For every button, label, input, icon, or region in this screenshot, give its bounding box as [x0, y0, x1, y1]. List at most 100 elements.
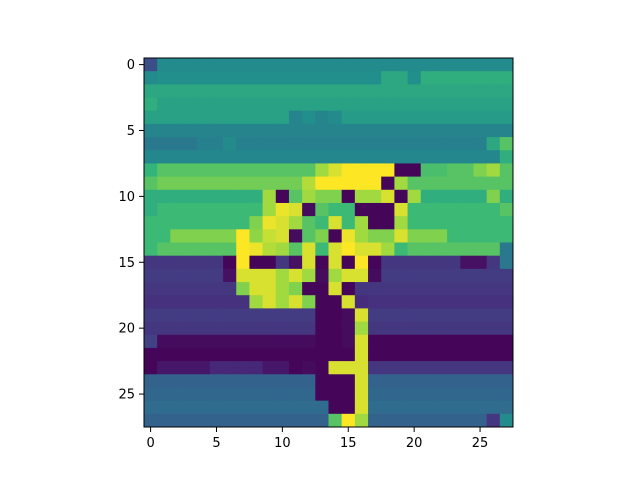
heatmap-cell: [487, 216, 501, 230]
heatmap-cell: [289, 71, 303, 85]
heatmap-cell: [381, 71, 395, 85]
heatmap-cell: [473, 163, 487, 177]
x-tick-label: 25: [472, 436, 489, 451]
heatmap-cell: [184, 98, 198, 112]
heatmap-cell: [355, 229, 369, 243]
heatmap-cell: [460, 414, 474, 428]
heatmap-cell: [184, 150, 198, 164]
heatmap-cell: [197, 203, 211, 217]
heatmap-cell: [355, 190, 369, 204]
heatmap-cell: [276, 256, 290, 270]
heatmap-cell: [394, 150, 408, 164]
heatmap-cell: [144, 150, 158, 164]
heatmap-cell: [197, 282, 211, 296]
heatmap-cell: [263, 150, 277, 164]
heatmap-cell: [302, 282, 316, 296]
heatmap-cell: [500, 322, 514, 336]
heatmap-cell: [434, 322, 448, 336]
heatmap-cell: [381, 414, 395, 428]
heatmap-cell: [421, 98, 435, 112]
heatmap-cell: [184, 124, 198, 138]
heatmap-cell: [315, 137, 329, 151]
heatmap-cell: [447, 374, 461, 388]
heatmap-cell: [184, 216, 198, 230]
heatmap-cell: [302, 401, 316, 415]
heatmap-cell: [302, 190, 316, 204]
heatmap-cell: [473, 387, 487, 401]
heatmap-cell: [500, 401, 514, 415]
heatmap-cells: [144, 58, 513, 427]
heatmap-cell: [276, 269, 290, 283]
heatmap-cell: [157, 229, 171, 243]
heatmap-cell: [184, 243, 198, 257]
heatmap-cell: [223, 414, 237, 428]
heatmap-cell: [487, 137, 501, 151]
heatmap-cell: [144, 124, 158, 138]
heatmap-cell: [157, 414, 171, 428]
heatmap-cell: [263, 229, 277, 243]
heatmap-cell: [487, 58, 501, 72]
heatmap-cell: [329, 177, 343, 191]
heatmap-cell: [460, 98, 474, 112]
heatmap-cell: [355, 348, 369, 362]
heatmap-cell: [473, 98, 487, 112]
heatmap-cell: [394, 58, 408, 72]
heatmap-cell: [263, 163, 277, 177]
heatmap-cell: [289, 58, 303, 72]
heatmap-cell: [315, 98, 329, 112]
heatmap-cell: [170, 374, 184, 388]
heatmap-cell: [329, 348, 343, 362]
heatmap-cell: [302, 361, 316, 375]
heatmap-cell: [144, 256, 158, 270]
heatmap-cell: [157, 177, 171, 191]
heatmap-cell: [249, 269, 263, 283]
heatmap-cell: [302, 243, 316, 257]
heatmap-cell: [381, 374, 395, 388]
heatmap-cell: [184, 177, 198, 191]
heatmap-cell: [421, 163, 435, 177]
heatmap-cell: [368, 58, 382, 72]
y-tick-label: 0: [127, 58, 135, 73]
heatmap-cell: [329, 203, 343, 217]
heatmap-cell: [473, 111, 487, 125]
heatmap-cell: [210, 216, 224, 230]
heatmap-cell: [381, 387, 395, 401]
heatmap-cell: [421, 295, 435, 309]
heatmap-cell: [355, 98, 369, 112]
heatmap-cell: [487, 387, 501, 401]
heatmap-cell: [289, 308, 303, 322]
heatmap-cell: [223, 322, 237, 336]
heatmap-cell: [329, 163, 343, 177]
heatmap-cell: [249, 295, 263, 309]
heatmap-cell: [236, 177, 250, 191]
heatmap-cell: [460, 216, 474, 230]
heatmap-cell: [302, 84, 316, 98]
heatmap-cell: [368, 111, 382, 125]
heatmap-cell: [144, 374, 158, 388]
heatmap-cell: [473, 348, 487, 362]
heatmap-cell: [381, 124, 395, 138]
heatmap-cell: [157, 361, 171, 375]
heatmap-cell: [421, 137, 435, 151]
heatmap-cell: [315, 124, 329, 138]
heatmap-cell: [421, 229, 435, 243]
heatmap-cell: [329, 387, 343, 401]
heatmap-cell: [223, 111, 237, 125]
heatmap-cell: [144, 401, 158, 415]
heatmap-cell: [197, 190, 211, 204]
heatmap-cell: [289, 348, 303, 362]
heatmap-cell: [263, 282, 277, 296]
heatmap-cell: [368, 269, 382, 283]
heatmap-cell: [223, 150, 237, 164]
heatmap-cell: [315, 71, 329, 85]
heatmap-cell: [447, 177, 461, 191]
heatmap-cell: [263, 414, 277, 428]
heatmap-cell: [144, 84, 158, 98]
heatmap-cell: [342, 269, 356, 283]
heatmap-cell: [144, 163, 158, 177]
heatmap-cell: [434, 243, 448, 257]
heatmap-cell: [408, 387, 422, 401]
heatmap-cell: [473, 177, 487, 191]
heatmap-cell: [368, 84, 382, 98]
heatmap-cell: [236, 374, 250, 388]
